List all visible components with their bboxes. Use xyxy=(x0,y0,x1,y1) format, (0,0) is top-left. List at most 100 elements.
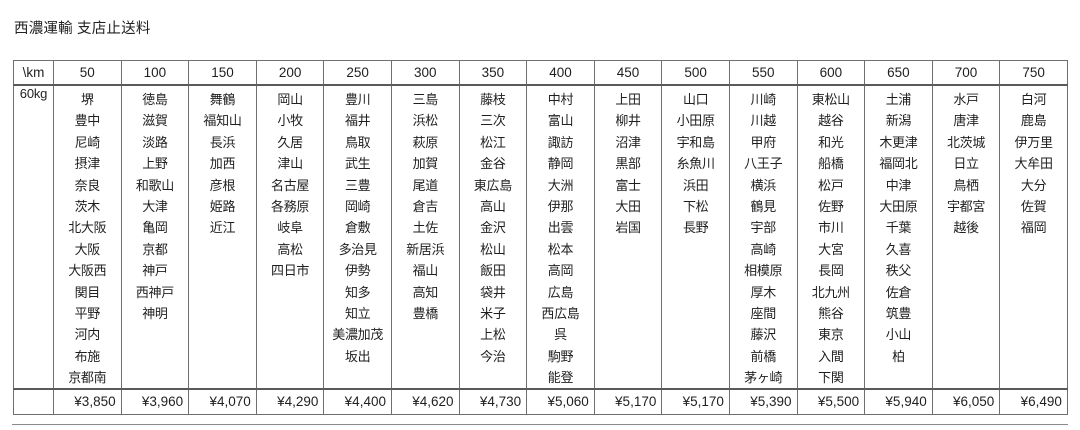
city-item: 川越 xyxy=(750,113,777,129)
city-item: 呉 xyxy=(554,327,567,343)
city-item: 北九州 xyxy=(811,284,850,300)
city-list-100: 徳島 滋賀 淡路 上野 和歌山 大津 亀岡 京都 神戸 西神戸 神明 xyxy=(122,86,189,324)
city-cell-250: 豊川 福井 鳥取 武生 三豊 岡崎 倉敷 多治見 伊勢 知多 知立 美濃加茂 坂出 xyxy=(323,84,392,390)
city-cell-50: 堺豊中 尼崎 摂津 奈良 茨木 北大阪 大阪 大阪西 関目 平野 河内 布施 京都南 xyxy=(53,84,122,390)
city-item: 美濃加茂 xyxy=(332,327,384,343)
city-item: 小山 xyxy=(885,327,912,343)
distance-header-300: 300 xyxy=(390,60,460,86)
city-item: 柏 xyxy=(892,348,905,364)
city-item: 日立 xyxy=(953,156,979,172)
distance-header-150: 150 xyxy=(188,60,257,86)
city-item: 四日市 xyxy=(271,263,310,279)
city-item: 神明 xyxy=(142,305,168,321)
price-600: ¥5,500 xyxy=(796,388,866,416)
city-item: 徳島 xyxy=(142,92,168,107)
price-500: ¥5,170 xyxy=(661,388,730,416)
price-50: ¥3,850 xyxy=(53,388,122,416)
city-item: 入間 xyxy=(818,348,844,364)
city-item: 三次 xyxy=(480,113,506,129)
distance-header-750: 750 xyxy=(999,60,1068,86)
city-item: 小牧 xyxy=(277,113,303,129)
city-item: 和歌山 xyxy=(135,177,174,193)
city-item: 八王子 xyxy=(744,156,783,172)
table-body: 60kg 堺豊中 尼崎 摂津 奈良 茨木 北大阪 大阪 大阪西 関目 平野 河内 布施 京都南 徳島 滋賀… xyxy=(13,84,1068,416)
city-item: 大田 xyxy=(615,198,641,214)
city-item: 堺 xyxy=(80,92,94,107)
city-item: 岡山 xyxy=(277,92,303,107)
city-item: 藤枝 xyxy=(480,92,506,107)
distance-header-550: 550 xyxy=(728,60,798,86)
city-item: 下松 xyxy=(682,198,709,214)
distance-header-700: 700 xyxy=(931,60,1001,86)
city-item: 厚木 xyxy=(750,284,777,300)
city-item: 黒部 xyxy=(615,156,641,172)
city-cell-400: 中村 富山 諏訪 静岡 大洲 伊那 出雲 松本 高岡 広島 西広島呉駒野 能登 xyxy=(526,84,595,390)
city-item: 伊勢 xyxy=(344,263,371,279)
city-item: 滋賀 xyxy=(142,113,168,129)
city-item: 静岡 xyxy=(547,156,574,172)
price-100: ¥3,960 xyxy=(120,388,190,416)
city-item: 岩国 xyxy=(615,220,641,236)
city-item: 鹿島 xyxy=(1020,113,1047,129)
city-list-300: 三島 浜松 萩原 加賀 尾道 倉吉 土佐 新居浜 福山 高知 豊橋 xyxy=(392,86,459,324)
price-150: ¥4,070 xyxy=(188,388,257,416)
city-item: 大分 xyxy=(1020,177,1047,193)
city-item: 松江 xyxy=(480,134,506,150)
table-head: \km 50 100 150 200 250 300 350 400 450 5… xyxy=(13,60,1068,86)
city-item: 亀岡 xyxy=(142,220,168,236)
city-item: 飯田 xyxy=(480,263,506,279)
city-item: 上松 xyxy=(480,327,506,343)
city-item: 北大阪 xyxy=(68,220,107,236)
city-item: 大阪 xyxy=(74,241,101,257)
city-item: 福井 xyxy=(344,113,371,129)
city-item: 高山 xyxy=(480,198,506,214)
city-item: 布施 xyxy=(74,348,101,364)
price-250: ¥4,400 xyxy=(323,388,392,416)
city-item: 藤沢 xyxy=(750,327,777,343)
price-350: ¥4,730 xyxy=(458,388,528,416)
city-list-600: 東松山 越谷 和光 船橋 松戸 佐野 市川 大宮 長岡 北九州 熊谷 東京 入間 下関 xyxy=(798,86,865,388)
city-item: 萩原 xyxy=(412,134,439,150)
distance-header-500: 500 xyxy=(661,60,730,86)
city-item: 大洲 xyxy=(547,177,574,193)
city-item: 西広島 xyxy=(541,305,580,321)
distance-header-400: 400 xyxy=(526,60,595,86)
city-list-50: 堺豊中 尼崎 摂津 奈良 茨木 北大阪 大阪 大阪西 関目 平野 河内 布施 京都南 xyxy=(54,86,121,388)
distance-header-row: \km 50 100 150 200 250 300 350 400 450 5… xyxy=(13,60,1068,86)
city-cell-100: 徳島 滋賀 淡路 上野 和歌山 大津 亀岡 京都 神戸 西神戸 神明 xyxy=(120,84,190,390)
city-item: 能登 xyxy=(547,370,574,386)
city-list-750: 白河 鹿島 伊万里 大牟田 大分 佐賀 福岡 xyxy=(1000,86,1067,239)
city-item: 越後 xyxy=(953,220,979,236)
city-item: 木更津 xyxy=(879,134,918,150)
city-cell-550: 川崎 川越 甲府 八王子 横浜 鶴見 宇部 高崎 相模原 厚木 座間 藤沢 前橋 茅ヶ崎 xyxy=(728,84,798,390)
city-item: 甲府 xyxy=(750,134,777,150)
city-item: 茅ヶ崎 xyxy=(744,370,783,386)
city-item: 淡路 xyxy=(142,134,168,150)
distance-header-250: 250 xyxy=(323,60,392,86)
city-item: 高岡 xyxy=(547,263,574,279)
city-list-400: 中村 富山 諏訪 静岡 大洲 伊那 出雲 松本 高岡 広島 西広島呉駒野 能登 xyxy=(527,86,594,388)
city-cell-500: 山口 小田原 宇和島 糸魚川 浜田 下松 長野 xyxy=(661,84,730,390)
city-item: 中村 xyxy=(547,92,574,107)
city-item: 今治 xyxy=(480,348,506,364)
price-450: ¥5,170 xyxy=(593,388,663,416)
city-item: 新居浜 xyxy=(406,241,445,257)
city-item: 糸魚川 xyxy=(676,156,715,172)
city-item: 土佐 xyxy=(412,220,439,236)
price-row-corner xyxy=(13,388,54,416)
city-item: 小田原 xyxy=(676,113,715,129)
city-item: 金沢 xyxy=(480,220,506,236)
city-item: 名古屋 xyxy=(271,177,310,193)
city-item: 彦根 xyxy=(209,177,236,193)
city-item: 宇都宮 xyxy=(946,198,986,214)
city-item: 浜田 xyxy=(682,177,709,193)
city-item: 関目 xyxy=(74,284,101,300)
price-550: ¥5,390 xyxy=(728,388,798,416)
city-item: 武生 xyxy=(344,156,371,172)
city-item: 米子 xyxy=(480,305,506,321)
shipping-fare-table: \km 50 100 150 200 250 300 350 400 450 5… xyxy=(13,60,1068,416)
city-item: 中津 xyxy=(885,177,912,193)
city-item: 茨木 xyxy=(74,198,101,214)
price-300: ¥4,620 xyxy=(390,388,460,416)
city-cell-700: 水戸 唐津 北茨城 日立 鳥栖 宇都宮 越後 xyxy=(931,84,1001,390)
